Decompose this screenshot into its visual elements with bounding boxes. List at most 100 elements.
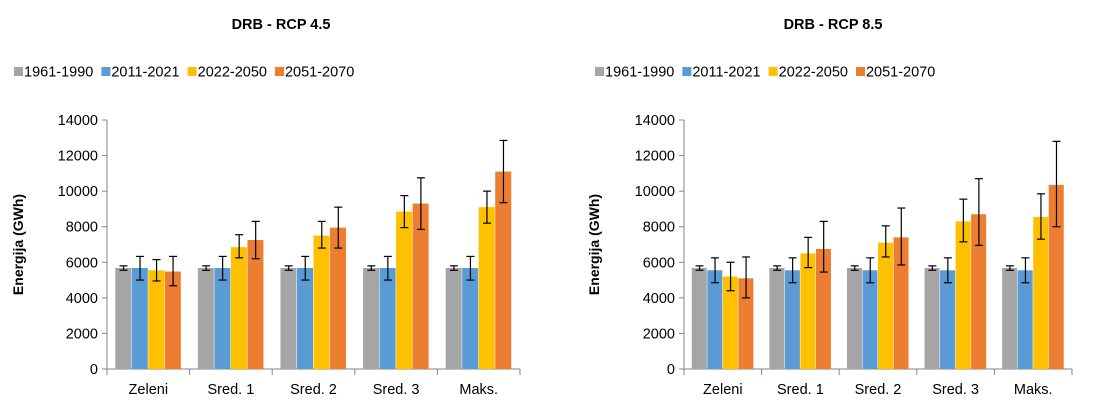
bar [893,237,909,369]
y-tick-label: 0 [90,362,98,378]
error-bar [317,220,326,249]
error-bar [400,194,409,229]
bar [1017,270,1033,369]
error-bar [928,265,937,271]
error-bar [773,265,782,271]
series-1 [115,265,462,369]
y-tick-label: 10000 [58,184,98,200]
error-bar [866,257,875,284]
bar [445,267,462,369]
legend-swatch [14,67,23,76]
error-bar [367,265,376,271]
bar [396,211,413,369]
bar [691,267,707,369]
error-bar [959,198,968,243]
error-bar [383,255,392,281]
legend-item: 2011-2021 [682,65,761,81]
x-tick-label: Maks. [1014,382,1053,398]
series-4 [164,139,512,369]
y-axis-title: Energija (GWh) [586,194,602,295]
bar [769,267,785,369]
bar [363,267,380,369]
y-tick-label: 4000 [643,291,675,307]
bar [148,270,165,369]
legend-label: 2051-2070 [866,65,935,81]
legend-item: 1961-1990 [14,65,93,81]
error-bar [202,265,211,271]
y-tick-label: 8000 [66,220,98,236]
error-bar [742,256,751,299]
bar [738,278,754,369]
bar [214,267,231,369]
error-bar [726,261,735,292]
series-3 [722,193,1049,369]
bar [955,221,971,369]
bar [230,247,247,369]
error-bar [416,177,425,230]
legend: 1961-1990 2011-2021 2022-2050 2051-2070 [14,65,354,81]
legend-item: 2011-2021 [101,65,180,81]
error-bar [152,259,161,282]
legend: 1961-1990 2011-2021 2022-2050 2051-2070 [595,65,935,81]
bar [313,235,330,369]
x-tick-label: Sred. 3 [373,382,420,398]
x-tick-label: Sred. 2 [290,382,337,398]
bar [247,240,264,369]
y-tick-label: 8000 [643,220,675,236]
legend-item: 2022-2050 [187,65,267,81]
legend-swatch [682,67,692,76]
error-bar [1052,140,1061,228]
error-bar [711,257,720,284]
error-bar [235,234,244,259]
series-2 [131,255,479,369]
error-bar [499,139,508,204]
error-bar [974,178,983,246]
y-tick-label: 14000 [58,113,98,129]
bar [495,171,512,369]
bar [722,276,738,369]
bar [940,270,956,369]
error-bar [482,190,491,224]
bar [280,267,297,369]
bar [197,267,214,369]
chart-2: DRB - RCP 8.5 1961-1990 2011-2021 2022-2050… [586,17,1073,398]
error-bar [1005,265,1014,271]
error-bar [119,265,128,271]
series-4 [738,140,1064,369]
legend-item: 2022-2050 [768,65,848,81]
error-bar [1021,257,1030,284]
legend-label: 2011-2021 [111,65,179,81]
error-bar [301,255,310,281]
legend-swatch [187,67,197,76]
x-tick-label: Sred. 1 [777,382,824,398]
error-bar [218,255,227,281]
error-bar [136,255,145,281]
bar [800,253,816,369]
bar [115,267,132,369]
bar [131,267,148,369]
legend-item: 2051-2070 [274,65,354,81]
series-1 [691,265,1018,369]
y-tick-label: 4000 [66,291,98,307]
y-tick-label: 2000 [66,326,98,342]
bar [707,270,723,369]
y-tick-label: 6000 [643,255,675,271]
bar [296,267,313,369]
error-bar [695,265,704,271]
bar [412,203,429,369]
chart-title: DRB - RCP 8.5 [784,17,883,33]
legend-swatch [101,67,111,76]
error-bar [466,255,475,281]
chart-1: DRB - RCP 4.5 1961-1990 2011-2021 2022-2050… [10,17,521,398]
error-bar [169,255,178,287]
y-tick-label: 6000 [66,255,98,271]
error-bar [943,257,952,284]
error-bar [897,207,906,266]
error-bar [788,257,797,284]
bar [846,267,862,369]
bar [1002,267,1018,369]
error-bar [251,220,260,260]
legend-item: 1961-1990 [595,65,674,81]
legend-swatch [274,67,284,76]
